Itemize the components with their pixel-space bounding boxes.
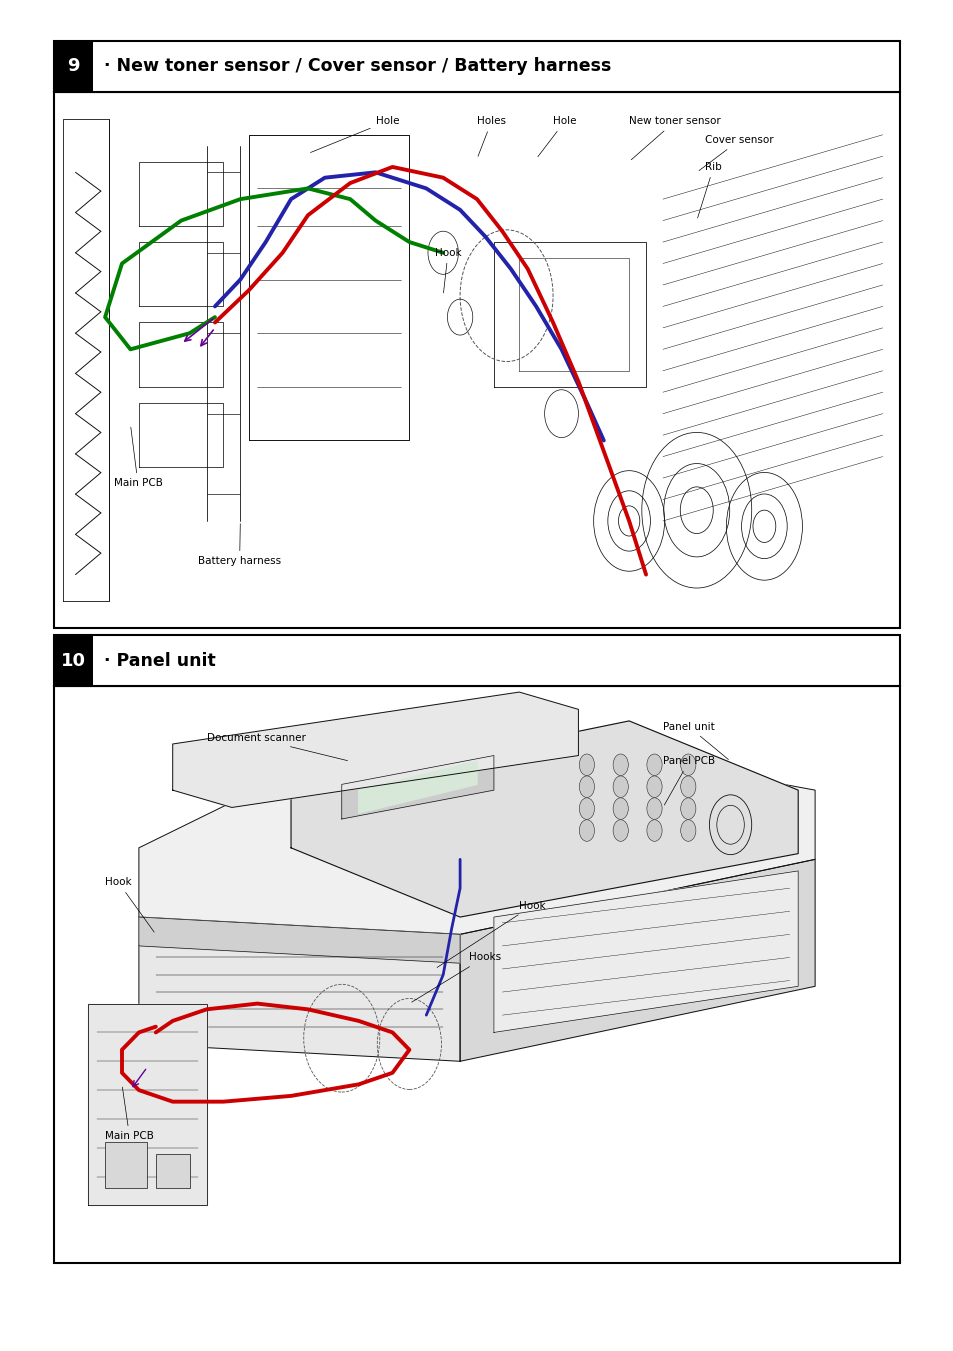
Circle shape — [578, 820, 594, 842]
Bar — [54, 635, 92, 686]
Text: Hooks: Hooks — [412, 952, 500, 1002]
Text: Holes: Holes — [476, 116, 505, 157]
Text: · Panel unit: · Panel unit — [104, 651, 215, 670]
Text: Document scanner: Document scanner — [206, 734, 347, 761]
Text: New toner sensor: New toner sensor — [628, 116, 720, 159]
Polygon shape — [139, 715, 814, 935]
Polygon shape — [88, 1004, 206, 1205]
Polygon shape — [459, 859, 814, 1062]
Circle shape — [613, 820, 628, 842]
Bar — [54, 635, 899, 686]
Circle shape — [680, 775, 695, 797]
Polygon shape — [358, 762, 476, 813]
Polygon shape — [139, 917, 459, 963]
Circle shape — [613, 754, 628, 775]
Polygon shape — [139, 917, 459, 1062]
Text: Main PCB: Main PCB — [113, 427, 162, 489]
Text: Battery harness: Battery harness — [198, 524, 281, 566]
Bar — [54, 686, 899, 1263]
Polygon shape — [291, 721, 798, 917]
Circle shape — [646, 798, 661, 819]
Text: Hook: Hook — [436, 901, 545, 967]
Bar — [54, 41, 899, 92]
Text: Hole: Hole — [310, 116, 398, 153]
Text: Panel PCB: Panel PCB — [662, 757, 715, 805]
Text: · New toner sensor / Cover sensor / Battery harness: · New toner sensor / Cover sensor / Batt… — [104, 57, 611, 76]
Text: Hook: Hook — [105, 877, 154, 932]
Circle shape — [646, 775, 661, 797]
Polygon shape — [172, 692, 578, 808]
Bar — [155, 1154, 190, 1188]
Circle shape — [646, 754, 661, 775]
Circle shape — [613, 798, 628, 819]
Circle shape — [613, 775, 628, 797]
Circle shape — [578, 775, 594, 797]
Text: 9: 9 — [67, 57, 80, 76]
Bar — [54, 92, 899, 628]
Circle shape — [680, 798, 695, 819]
Polygon shape — [494, 871, 798, 1032]
Bar — [105, 1142, 147, 1188]
Circle shape — [680, 820, 695, 842]
Bar — [54, 41, 92, 92]
Text: 10: 10 — [61, 651, 86, 670]
Text: Rib: Rib — [697, 162, 721, 218]
Circle shape — [646, 820, 661, 842]
Circle shape — [680, 754, 695, 775]
Circle shape — [578, 798, 594, 819]
Text: Main PCB: Main PCB — [105, 1088, 153, 1142]
Polygon shape — [341, 755, 494, 819]
Text: Hole: Hole — [537, 116, 576, 157]
Text: Hook: Hook — [435, 247, 461, 293]
Text: Cover sensor: Cover sensor — [699, 135, 773, 170]
Text: Panel unit: Panel unit — [662, 721, 728, 759]
Circle shape — [578, 754, 594, 775]
